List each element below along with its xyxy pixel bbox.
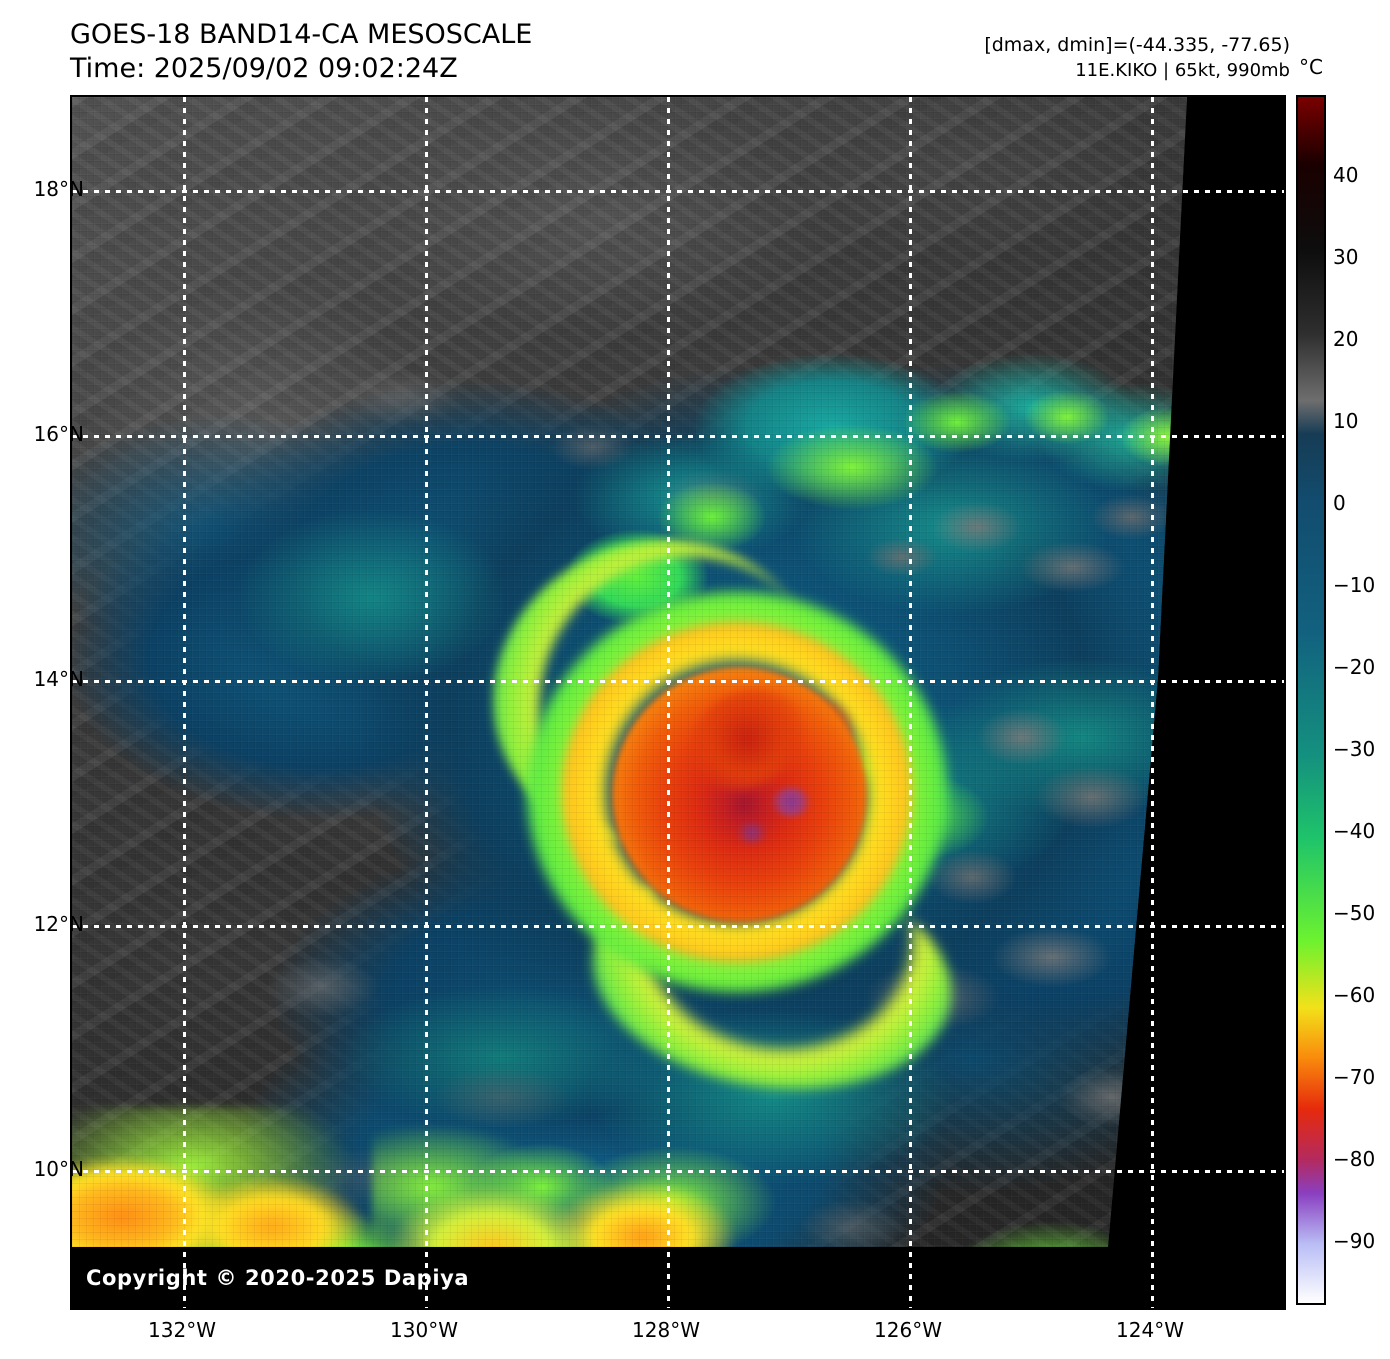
colorbar-tick-30: 30 [1333, 245, 1359, 269]
timestamp-label: Time: 2025/09/02 09:02:24Z [70, 53, 458, 84]
colorbar-gradient [1298, 97, 1324, 1303]
coldest-cloud-top-spot [772, 787, 810, 817]
storm-info-label: 11E.KIKO | 65kt, 990mb [1075, 60, 1290, 81]
xtick-label-126w: 126°W [874, 1318, 942, 1342]
temperature-colorbar[interactable] [1296, 95, 1326, 1305]
satellite-image-plot[interactable]: Copyright © 2020-2025 Dapiya [70, 95, 1286, 1310]
ytick-label-16n: 16°N [33, 422, 84, 446]
colorbar-tick-m70: −70 [1333, 1065, 1376, 1089]
ytick-label-18n: 18°N [33, 177, 84, 201]
colorbar-tick-m30: −30 [1333, 737, 1376, 761]
colorbar-tick-0: 0 [1333, 491, 1346, 515]
gridline-latitude-14n [72, 680, 1284, 683]
south-central-convective-cluster [372, 1127, 792, 1247]
gridline-longitude-130w [425, 97, 428, 1308]
ytick-label-14n: 14°N [33, 667, 84, 691]
xtick-label-132w: 132°W [148, 1318, 216, 1342]
colorbar-tick-10: 10 [1333, 409, 1359, 433]
colorbar-unit-label: °C [1299, 55, 1323, 79]
plot-clip: Copyright © 2020-2025 Dapiya [72, 97, 1284, 1308]
gridline-latitude-10n [72, 1170, 1284, 1173]
colorbar-tick-m20: −20 [1333, 655, 1376, 679]
header-title-block: GOES-18 BAND14-CA MESOSCALE Time: 2025/0… [70, 18, 532, 86]
colorbar-tick-m60: −60 [1333, 983, 1376, 1007]
coldest-cloud-top-spot-secondary [737, 822, 767, 844]
gridline-latitude-12n [72, 925, 1284, 928]
gridline-longitude-126w [909, 97, 912, 1308]
gridline-latitude-16n [72, 435, 1284, 438]
xtick-label-124w: 124°W [1116, 1318, 1184, 1342]
gridline-latitude-18n [72, 190, 1284, 193]
colorbar-tick-40: 40 [1333, 163, 1359, 187]
gridline-longitude-132w [183, 97, 186, 1308]
colorbar-tick-m90: −90 [1333, 1229, 1376, 1253]
colorbar-tick-m80: −80 [1333, 1147, 1376, 1171]
xtick-label-128w: 128°W [632, 1318, 700, 1342]
colorbar-tick-m50: −50 [1333, 901, 1376, 925]
header-metadata-block: [dmax, dmin]=(-44.335, -77.65) 11E.KIKO … [984, 33, 1290, 83]
dmax-dmin-label: [dmax, dmin]=(-44.335, -77.65) [984, 34, 1290, 56]
colorbar-tick-m40: −40 [1333, 819, 1376, 843]
copyright-notice: Copyright © 2020-2025 Dapiya [86, 1266, 470, 1290]
gridline-longitude-128w [667, 97, 670, 1308]
ytick-label-12n: 12°N [33, 912, 84, 936]
ytick-label-10n: 10°N [33, 1157, 84, 1181]
colorbar-tick-m10: −10 [1333, 573, 1376, 597]
colorbar-tick-20: 20 [1333, 327, 1359, 351]
page-title: GOES-18 BAND14-CA MESOSCALE [70, 19, 533, 50]
xtick-label-130w: 130°W [390, 1318, 458, 1342]
satellite-data-region [72, 97, 1187, 1247]
gridline-longitude-124w [1151, 97, 1154, 1308]
